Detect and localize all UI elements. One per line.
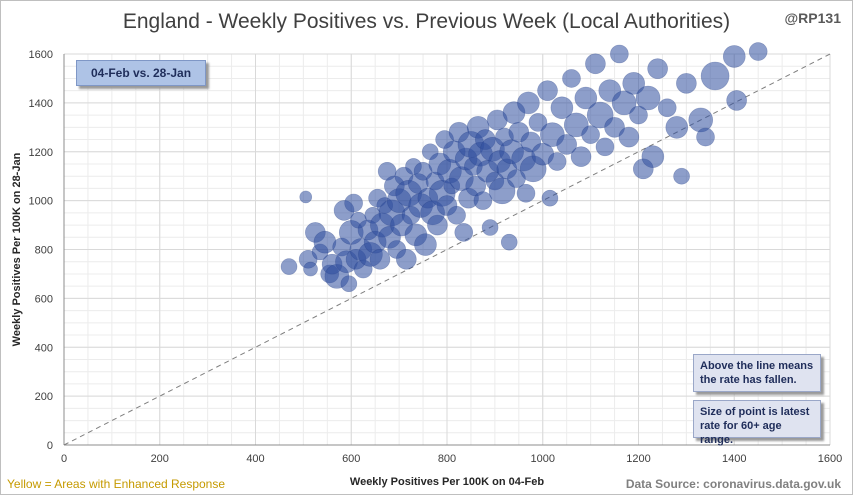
y-tick-label: 1200: [29, 147, 53, 159]
data-point: [604, 117, 625, 138]
data-point: [454, 223, 474, 242]
chart-title: England - Weekly Positives vs. Previous …: [122, 10, 731, 33]
data-point: [657, 98, 677, 118]
data-point: [414, 233, 437, 256]
data-point: [541, 189, 559, 207]
data-point: [547, 152, 567, 171]
data-point: [748, 42, 768, 61]
y-tick-label: 0: [47, 440, 53, 452]
data-point: [427, 214, 448, 236]
data-point: [563, 112, 589, 138]
y-axis-title: Weekly Positives Per 100K on 28-Jan: [11, 152, 23, 346]
x-tick-label: 1000: [531, 453, 555, 465]
y-tick-label: 1000: [29, 196, 53, 208]
data-point: [641, 145, 665, 168]
data-point: [280, 258, 298, 275]
x-axis-title: Weekly Positives Per 100K on 04-Feb: [350, 476, 544, 488]
data-point: [581, 125, 600, 144]
data-point: [517, 91, 540, 115]
data-point: [574, 86, 598, 110]
data-point: [488, 177, 516, 205]
author-handle: @RP131: [784, 10, 841, 26]
data-point: [618, 126, 640, 148]
data-point: [726, 90, 747, 111]
data-point: [396, 248, 417, 270]
y-tick-label: 400: [35, 342, 53, 354]
data-point: [556, 134, 577, 155]
data-point: [340, 275, 358, 293]
data-point: [550, 96, 574, 120]
data-point: [344, 193, 363, 213]
data-point: [722, 45, 746, 68]
data-point: [676, 73, 697, 94]
x-tick-label: 0: [61, 453, 67, 465]
data-point: [562, 69, 581, 88]
y-tick-label: 800: [35, 245, 53, 257]
data-point: [570, 146, 592, 167]
data-point: [629, 105, 648, 125]
data-point: [369, 248, 391, 270]
data-point: [528, 113, 548, 132]
y-tick-label: 600: [35, 293, 53, 305]
data-point: [688, 107, 714, 133]
x-tick-label: 800: [438, 453, 456, 465]
data-point: [313, 230, 337, 254]
x-tick-label: 1600: [818, 453, 842, 465]
data-point: [665, 116, 689, 139]
x-tick-label: 1400: [722, 453, 746, 465]
data-point: [700, 61, 730, 91]
data-point: [481, 219, 499, 236]
data-point: [696, 127, 715, 147]
data-point: [473, 191, 493, 210]
data-point: [299, 190, 313, 204]
data-point: [537, 80, 558, 101]
footer-data-source: Data Source: coronavirus.data.gov.uk: [625, 477, 841, 491]
y-tick-label: 200: [35, 391, 53, 403]
data-point: [585, 53, 606, 75]
data-point: [647, 58, 668, 79]
data-point: [516, 183, 536, 203]
data-point: [303, 261, 318, 277]
data-point: [673, 167, 690, 185]
y-tick-label: 1400: [29, 98, 53, 110]
x-tick-label: 600: [342, 453, 360, 465]
footer-yellow-note: Yellow = Areas with Enhanced Response: [7, 477, 226, 491]
note-line-meaning: Above the line means the rate has fallen…: [693, 354, 821, 392]
data-point: [500, 233, 518, 251]
y-tick-label: 1600: [29, 49, 53, 61]
note-point-size: Size of point is latest rate for 60+ age…: [693, 400, 821, 446]
data-point: [595, 137, 615, 157]
period-label: 04-Feb vs. 28-Jan: [76, 60, 206, 86]
data-point: [622, 72, 646, 95]
data-point: [610, 44, 629, 64]
data-point: [611, 90, 637, 116]
data-point: [635, 85, 661, 111]
x-tick-label: 200: [151, 453, 169, 465]
x-tick-label: 1200: [626, 453, 650, 465]
x-tick-label: 400: [246, 453, 264, 465]
data-point: [447, 205, 466, 225]
